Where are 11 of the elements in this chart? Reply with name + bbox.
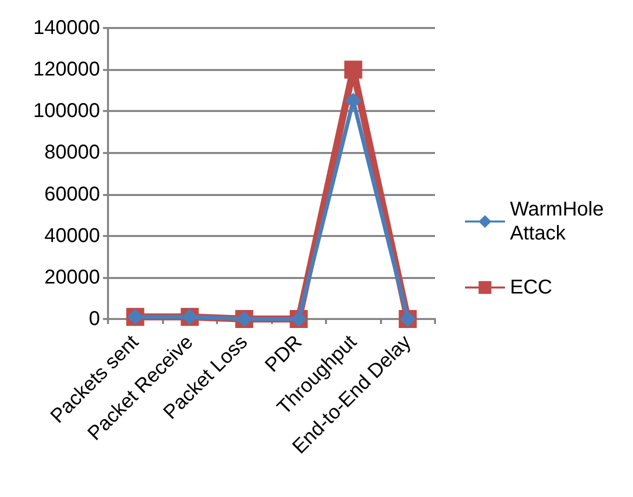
y-tick-label: 120000 xyxy=(33,58,100,81)
y-tick-label: 0 xyxy=(88,308,100,330)
y-tick-label: 60000 xyxy=(44,183,100,206)
y-tick-label: 140000 xyxy=(33,17,100,39)
legend-label: ECC xyxy=(510,276,552,298)
legend-label: WarmHole Attack xyxy=(510,198,610,244)
y-tick-label: 20000 xyxy=(44,266,100,288)
y-tick-label: 80000 xyxy=(44,142,100,164)
y-tick-label: 100000 xyxy=(33,100,100,122)
y-tick-label: 40000 xyxy=(44,224,100,247)
point xyxy=(344,60,362,79)
